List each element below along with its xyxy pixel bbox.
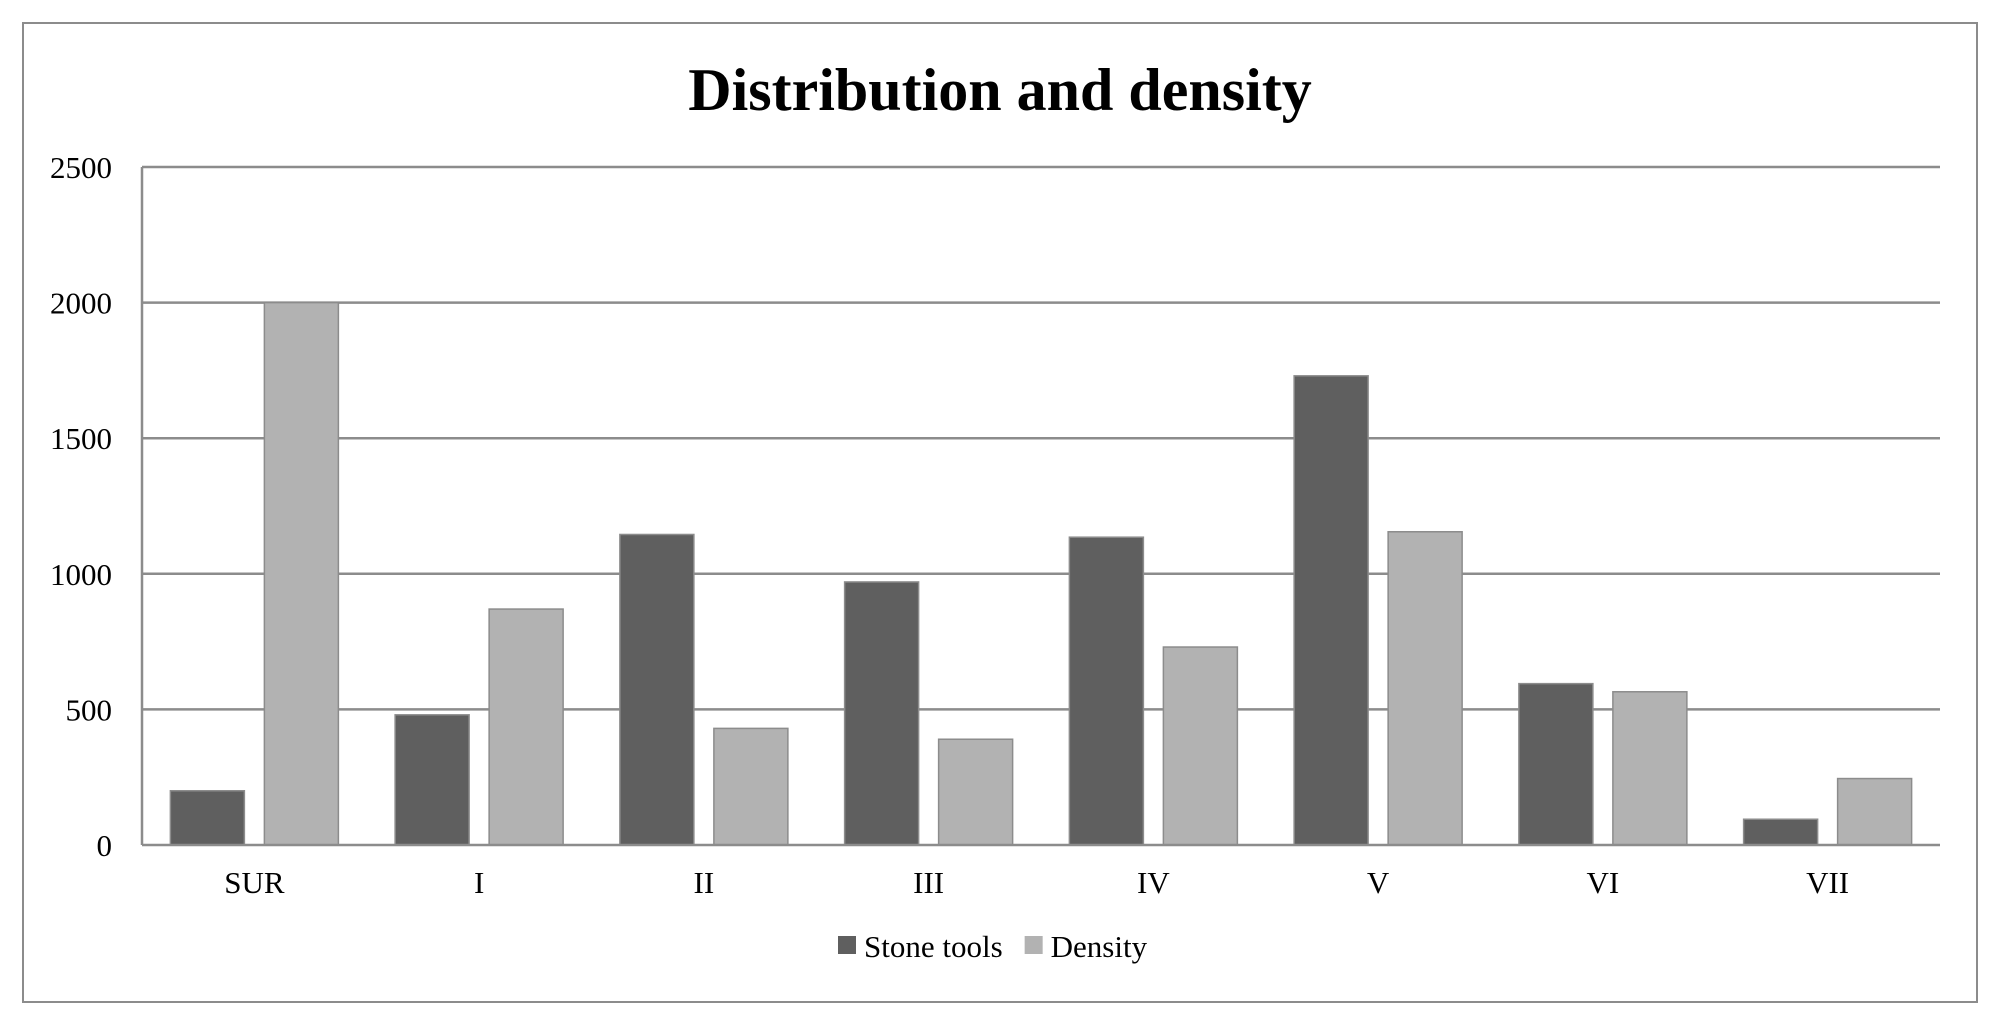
y-axis-tick-labels: 0 500 1000 1500 2000 2500: [50, 150, 112, 863]
axes: [140, 167, 1940, 847]
y-tick-label: 1500: [50, 421, 112, 456]
legend-swatch: [838, 936, 856, 954]
x-tick-label: VI: [1587, 865, 1620, 900]
bar-stone-tools: [1293, 375, 1369, 846]
x-axis-tick-labels: SUR I II III IV V VI VII: [224, 865, 1849, 900]
bar-density: [1612, 691, 1688, 846]
x-tick-label: V: [1367, 865, 1390, 900]
legend-label: Density: [1051, 929, 1148, 964]
legend-swatch: [1024, 936, 1043, 954]
x-tick-label: IV: [1137, 865, 1170, 900]
x-tick-label: VII: [1806, 865, 1849, 900]
y-tick-label: 2000: [50, 286, 112, 321]
x-tick-label: I: [474, 865, 484, 900]
bar-stone-tools: [394, 714, 470, 846]
gridlines: [142, 165, 1940, 711]
bar-stone-tools: [169, 790, 246, 846]
bar-density: [488, 608, 564, 846]
y-tick-label: 1000: [50, 557, 112, 592]
bar-density: [713, 727, 789, 846]
bar-stone-tools: [619, 533, 695, 846]
bar-density: [1836, 777, 1913, 846]
y-tick-label: 2500: [50, 150, 112, 185]
y-tick-label: 0: [97, 828, 113, 863]
bar-stone-tools: [1068, 536, 1145, 846]
bar-stone-tools: [1742, 818, 1819, 846]
legend-label: Stone tools: [864, 929, 1003, 964]
bar-density: [1387, 531, 1463, 846]
bar-stone-tools: [843, 581, 920, 846]
bar-density: [937, 738, 1014, 846]
x-tick-label: SUR: [224, 865, 285, 900]
bar-density: [1162, 646, 1239, 846]
bars: [169, 301, 1913, 846]
bar-density: [263, 301, 340, 846]
bar-stone-tools: [1518, 682, 1594, 846]
x-tick-label: II: [694, 865, 715, 900]
chart-title: Distribution and density: [688, 57, 1312, 123]
y-tick-label: 500: [66, 692, 113, 727]
legend: Stone tools Density: [838, 929, 1148, 964]
x-tick-label: III: [913, 865, 944, 900]
